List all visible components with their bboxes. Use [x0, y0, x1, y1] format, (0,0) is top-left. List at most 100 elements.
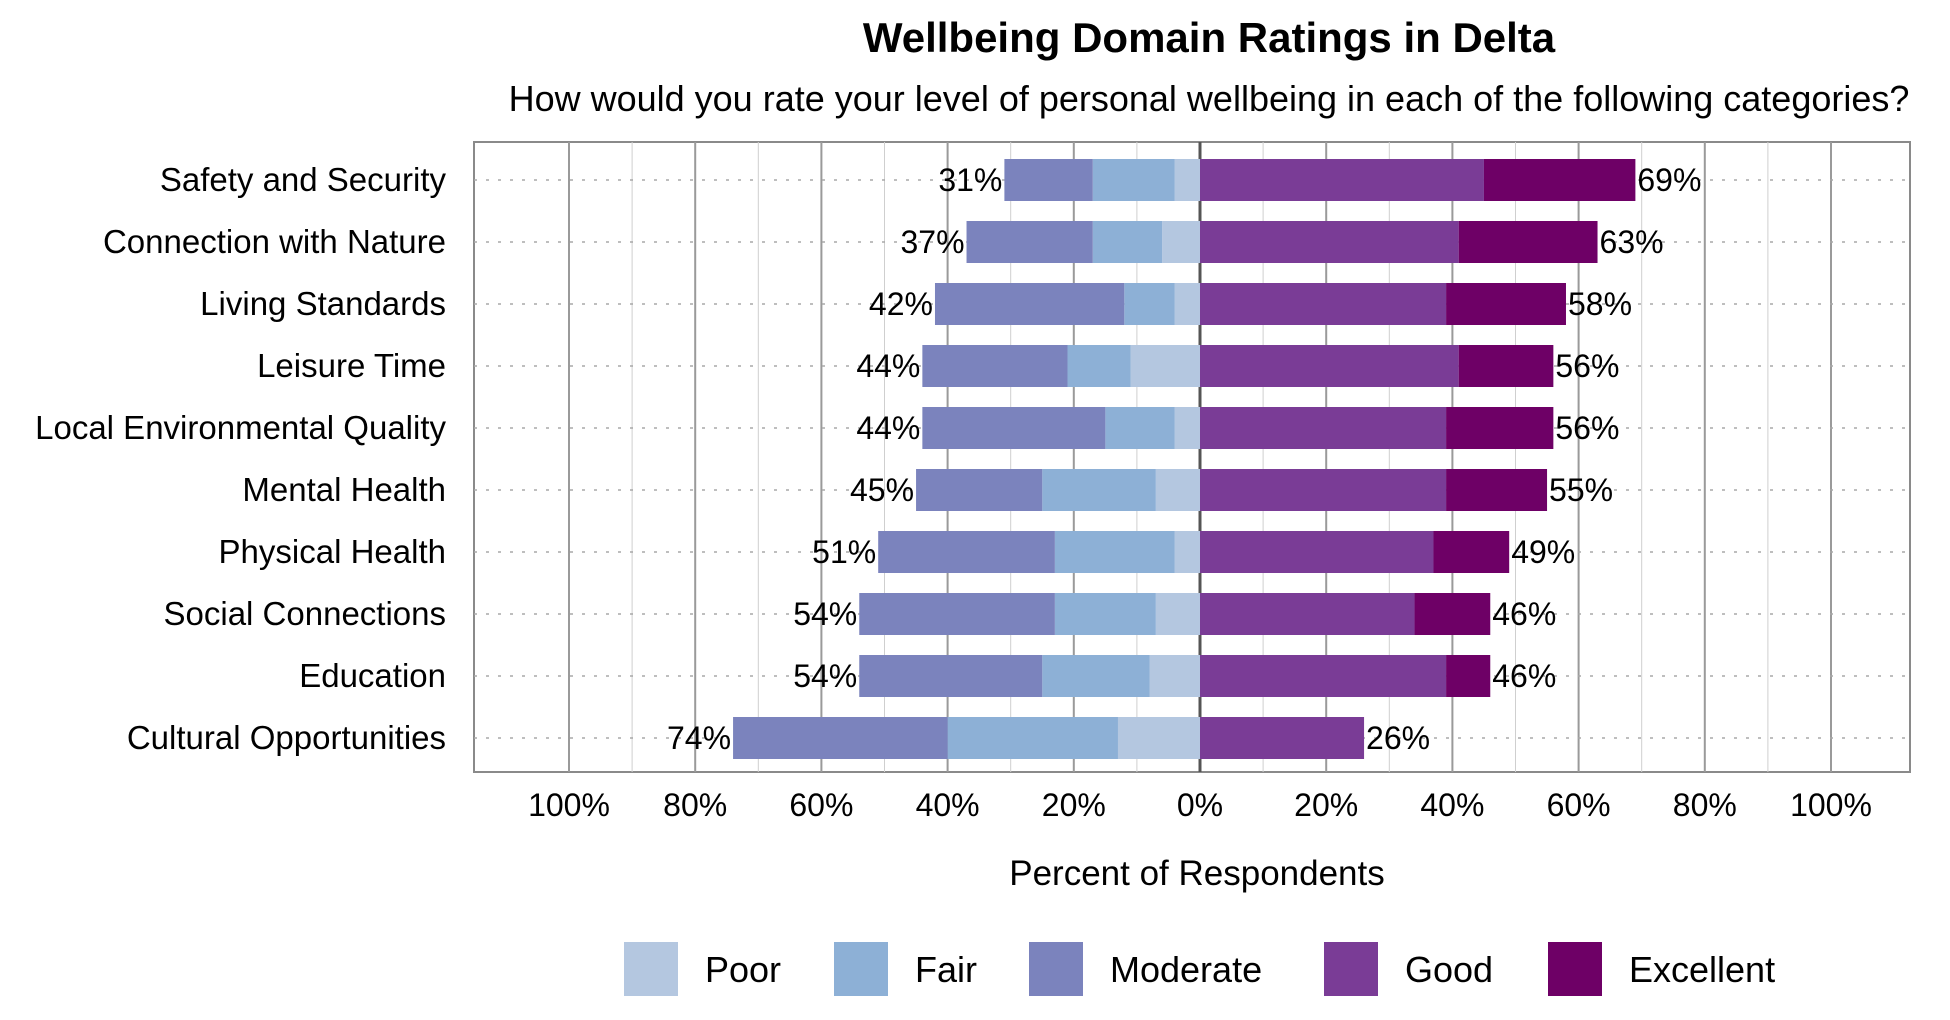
bar-poor [1174, 531, 1200, 573]
bar-moderate [1004, 159, 1093, 201]
negative-total-label: 42% [869, 286, 933, 322]
x-tick-label: 80% [1673, 787, 1737, 823]
category-label: Leisure Time [257, 347, 446, 384]
x-tick-label: 20% [1042, 787, 1106, 823]
bar-excellent [1433, 531, 1510, 573]
bar-moderate [916, 469, 1043, 511]
bar-fair [1054, 531, 1175, 573]
bar-fair [1054, 593, 1156, 635]
negative-total-label: 37% [900, 224, 964, 260]
bar-moderate [934, 283, 1125, 325]
bar-moderate [922, 345, 1068, 387]
bar-good [1200, 283, 1447, 325]
x-tick-label: 40% [916, 787, 980, 823]
positive-total-label: 26% [1366, 720, 1430, 756]
bar-excellent [1446, 469, 1548, 511]
bar-layer [733, 159, 1636, 759]
category-label: Social Connections [164, 595, 447, 632]
legend-label-poor: Poor [705, 949, 781, 990]
bar-fair [1067, 345, 1131, 387]
bar-excellent [1458, 345, 1554, 387]
negative-total-label: 74% [667, 720, 731, 756]
legend-label-fair: Fair [915, 949, 977, 990]
label-layer: 100% 80% 60% 40% 20% 0% 20% 40% 60% 80% 100% Safety… [35, 161, 1872, 823]
category-label: Mental Health [242, 471, 446, 508]
bar-good [1200, 345, 1459, 387]
bar-excellent [1414, 593, 1491, 635]
legend-label-good: Good [1405, 949, 1493, 990]
legend-swatch-excellent [1548, 942, 1602, 996]
bar-poor [1174, 159, 1200, 201]
category-label: Connection with Nature [103, 223, 446, 260]
positive-total-label: 69% [1637, 162, 1701, 198]
bar-moderate [859, 655, 1043, 697]
category-label: Living Standards [200, 285, 446, 322]
bar-moderate [733, 717, 948, 759]
legend-swatch-fair [834, 942, 888, 996]
category-label: Education [299, 657, 446, 694]
bar-poor [1117, 717, 1200, 759]
bar-excellent [1446, 655, 1491, 697]
negative-total-label: 45% [850, 472, 914, 508]
x-tick-label: 100% [1790, 787, 1872, 823]
bar-good [1200, 221, 1459, 263]
negative-total-label: 54% [793, 658, 857, 694]
category-label: Local Environmental Quality [35, 409, 446, 446]
negative-total-label: 31% [938, 162, 1002, 198]
bar-poor [1174, 283, 1200, 325]
bar-fair [1124, 283, 1175, 325]
bar-fair [947, 717, 1118, 759]
bar-poor [1155, 469, 1200, 511]
bar-moderate [878, 531, 1055, 573]
bar-fair [1092, 221, 1163, 263]
bar-excellent [1483, 159, 1636, 201]
bar-poor [1174, 407, 1200, 449]
positive-total-label: 58% [1568, 286, 1632, 322]
bar-poor [1130, 345, 1200, 387]
bar-moderate [859, 593, 1055, 635]
bar-moderate [922, 407, 1106, 449]
x-tick-label: 40% [1420, 787, 1484, 823]
bar-good [1200, 593, 1415, 635]
positive-total-label: 49% [1511, 534, 1575, 570]
plot-frame [473, 141, 1911, 773]
bar-fair [1092, 159, 1175, 201]
category-label: Cultural Opportunities [127, 719, 446, 756]
bar-good [1200, 159, 1484, 201]
positive-total-label: 46% [1492, 596, 1556, 632]
bar-fair [1042, 469, 1156, 511]
legend-swatch-moderate [1029, 942, 1083, 996]
x-tick-label: 20% [1294, 787, 1358, 823]
bar-excellent [1458, 221, 1598, 263]
bar-good [1200, 717, 1365, 759]
chart-subtitle: How would you rate your level of persona… [508, 78, 1910, 119]
bar-fair [1105, 407, 1175, 449]
x-tick-label: 60% [789, 787, 853, 823]
bar-good [1200, 469, 1447, 511]
negative-total-label: 44% [856, 348, 920, 384]
legend: Poor Fair Moderate Good Excellent [624, 942, 1775, 996]
positive-total-label: 63% [1600, 224, 1664, 260]
negative-total-label: 54% [793, 596, 857, 632]
x-tick-label: 100% [528, 787, 610, 823]
negative-total-label: 44% [856, 410, 920, 446]
x-tick-label: 80% [663, 787, 727, 823]
category-label: Physical Health [219, 533, 446, 570]
x-tick-label: 60% [1547, 787, 1611, 823]
chart-title: Wellbeing Domain Ratings in Delta [862, 14, 1556, 61]
legend-label-moderate: Moderate [1110, 949, 1262, 990]
bar-moderate [966, 221, 1093, 263]
bar-excellent [1446, 407, 1554, 449]
bar-poor [1149, 655, 1200, 697]
bar-excellent [1446, 283, 1566, 325]
bar-good [1200, 655, 1447, 697]
x-tick-label: 0% [1177, 787, 1223, 823]
positive-total-label: 56% [1555, 348, 1619, 384]
x-axis-title: Percent of Respondents [1009, 854, 1385, 893]
positive-total-label: 56% [1555, 410, 1619, 446]
positive-total-label: 46% [1492, 658, 1556, 694]
bar-poor [1155, 593, 1200, 635]
negative-total-label: 51% [812, 534, 876, 570]
bar-fair [1042, 655, 1150, 697]
